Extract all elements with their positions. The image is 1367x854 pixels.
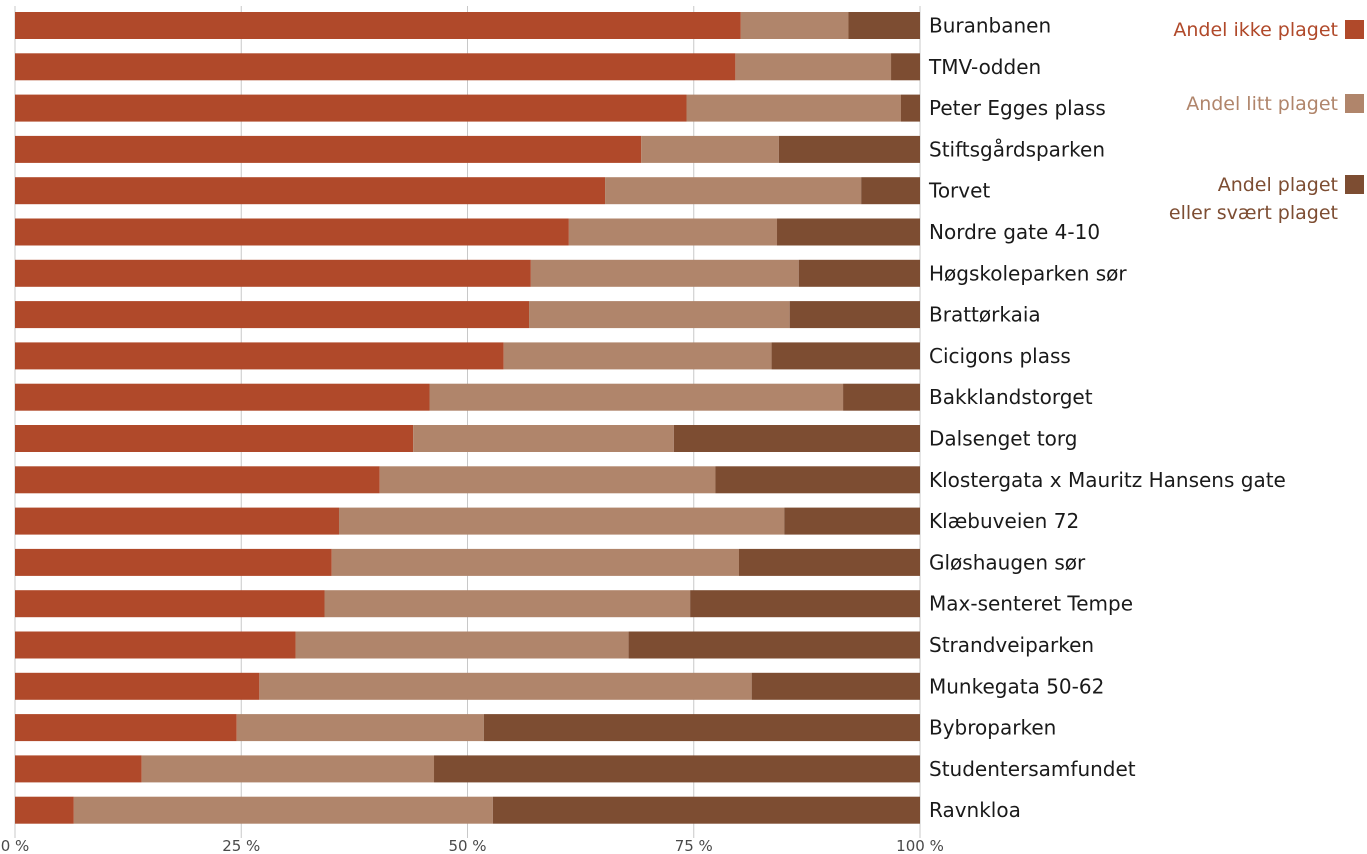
category-label: Dalsenget torg <box>929 427 1077 451</box>
x-tick-label: 75 % <box>675 837 713 854</box>
bar-segment-2-2 <box>900 94 920 122</box>
bar-segment-15-1 <box>295 631 629 659</box>
category-label: Klostergata x Mauritz Hansens gate <box>929 468 1286 492</box>
bar-segment-19-1 <box>73 796 493 824</box>
bar-segment-0-2 <box>848 12 920 39</box>
legend-label: eller svært plaget <box>1169 202 1338 224</box>
x-tick-label: 50 % <box>448 837 486 854</box>
bar-segment-12-2 <box>784 507 920 535</box>
category-label: Bybroparken <box>929 716 1056 740</box>
legend-label: Andel ikke plaget <box>1173 19 1338 41</box>
category-label: Buranbanen <box>929 14 1051 38</box>
legend-label: Andel plaget <box>1218 174 1338 196</box>
bar-segment-14-2 <box>690 590 920 618</box>
bar-segment-7-0 <box>15 301 530 329</box>
category-label: Nordre gate 4-10 <box>929 220 1100 244</box>
bar-segment-5-2 <box>777 218 920 246</box>
bar-segment-3-1 <box>641 135 779 163</box>
bar-segment-19-2 <box>492 796 920 824</box>
bar-segment-5-0 <box>15 218 569 246</box>
bar-segment-8-1 <box>503 342 772 370</box>
x-tick-label: 25 % <box>222 837 260 854</box>
bar-segment-13-1 <box>331 548 739 576</box>
bars <box>15 12 920 824</box>
bar-segment-2-0 <box>15 94 687 122</box>
bar-segment-4-0 <box>15 177 606 205</box>
bar-segment-10-0 <box>15 425 414 452</box>
bar-segment-12-0 <box>15 507 339 535</box>
grid-lines <box>14 6 921 838</box>
bar-segment-15-2 <box>628 631 920 659</box>
bar-segment-17-2 <box>483 714 920 742</box>
bar-segment-1-0 <box>15 53 736 81</box>
bar-segment-2-1 <box>686 94 901 122</box>
bar-segment-15-0 <box>15 631 296 659</box>
bar-segment-0-1 <box>740 12 849 39</box>
bar-segment-16-0 <box>15 672 260 700</box>
legend-swatch <box>1345 175 1364 194</box>
bar-segment-0-0 <box>15 12 741 39</box>
category-label: Torvet <box>928 179 990 203</box>
category-label: Gløshaugen sør <box>929 550 1086 574</box>
category-label: TMV-odden <box>928 55 1041 79</box>
category-label: Munkegata 50-62 <box>929 674 1104 698</box>
category-label: Peter Egges plass <box>929 96 1106 120</box>
x-tick-label: 0 % <box>1 837 30 854</box>
category-label: Max-senteret Tempe <box>929 592 1133 616</box>
bar-segment-17-0 <box>15 714 237 742</box>
bar-segment-18-2 <box>434 755 920 783</box>
bar-segment-10-1 <box>413 425 674 452</box>
bar-segment-16-2 <box>751 672 920 700</box>
bar-segment-3-0 <box>15 135 642 163</box>
legend-label: Andel litt plaget <box>1186 93 1338 115</box>
bar-segment-10-2 <box>673 425 920 452</box>
bar-segment-5-1 <box>568 218 778 246</box>
bar-segment-7-1 <box>529 301 790 329</box>
bar-segment-14-0 <box>15 590 325 618</box>
x-axis-ticks: 0 % 25 % 50 % 75 % 100 % <box>1 837 944 854</box>
category-label: Klæbuveien 72 <box>929 509 1079 533</box>
bar-segment-9-0 <box>15 383 430 411</box>
bar-segment-6-2 <box>798 259 920 287</box>
bar-segment-8-2 <box>771 342 920 370</box>
category-label: Høgskoleparken sør <box>929 261 1127 285</box>
bar-segment-1-1 <box>735 53 892 81</box>
bar-segment-12-1 <box>338 507 785 535</box>
bar-segment-19-0 <box>15 796 74 824</box>
category-label: Studentersamfundet <box>929 757 1136 781</box>
bar-segment-4-2 <box>861 177 920 205</box>
bar-segment-18-0 <box>15 755 142 783</box>
category-labels: Buranbanen TMV-odden Peter Egges plass Stif… <box>928 14 1286 823</box>
bar-segment-13-2 <box>739 548 920 576</box>
bar-segment-9-2 <box>843 383 920 411</box>
bar-segment-11-0 <box>15 466 380 494</box>
bar-segment-8-0 <box>15 342 504 370</box>
bar-segment-16-1 <box>259 672 752 700</box>
legend-swatch <box>1345 20 1364 39</box>
x-tick-label: 100 % <box>896 837 944 854</box>
bar-segment-3-2 <box>778 135 920 163</box>
category-label: Stiftsgårdsparken <box>929 137 1105 161</box>
bar-segment-6-0 <box>15 259 531 287</box>
bar-segment-4-1 <box>605 177 862 205</box>
bar-segment-18-1 <box>141 755 435 783</box>
bar-segment-17-1 <box>236 714 484 742</box>
category-label: Ravnkloa <box>929 798 1021 822</box>
category-label: Bakklandstorget <box>929 385 1093 409</box>
bar-segment-11-2 <box>715 466 920 494</box>
bar-segment-11-1 <box>379 466 716 494</box>
category-label: Strandveiparken <box>929 633 1094 657</box>
bar-segment-9-1 <box>429 383 844 411</box>
legend: Andel ikke plaget Andel litt plaget Andel … <box>1169 19 1364 224</box>
bar-segment-1-2 <box>891 53 920 81</box>
bar-segment-7-2 <box>789 301 920 329</box>
bar-segment-14-1 <box>324 590 691 618</box>
bar-segment-6-1 <box>530 259 799 287</box>
legend-swatch <box>1345 94 1364 113</box>
bar-segment-13-0 <box>15 548 332 576</box>
category-label: Cicigons plass <box>929 344 1071 368</box>
category-label: Brattørkaia <box>929 303 1041 327</box>
